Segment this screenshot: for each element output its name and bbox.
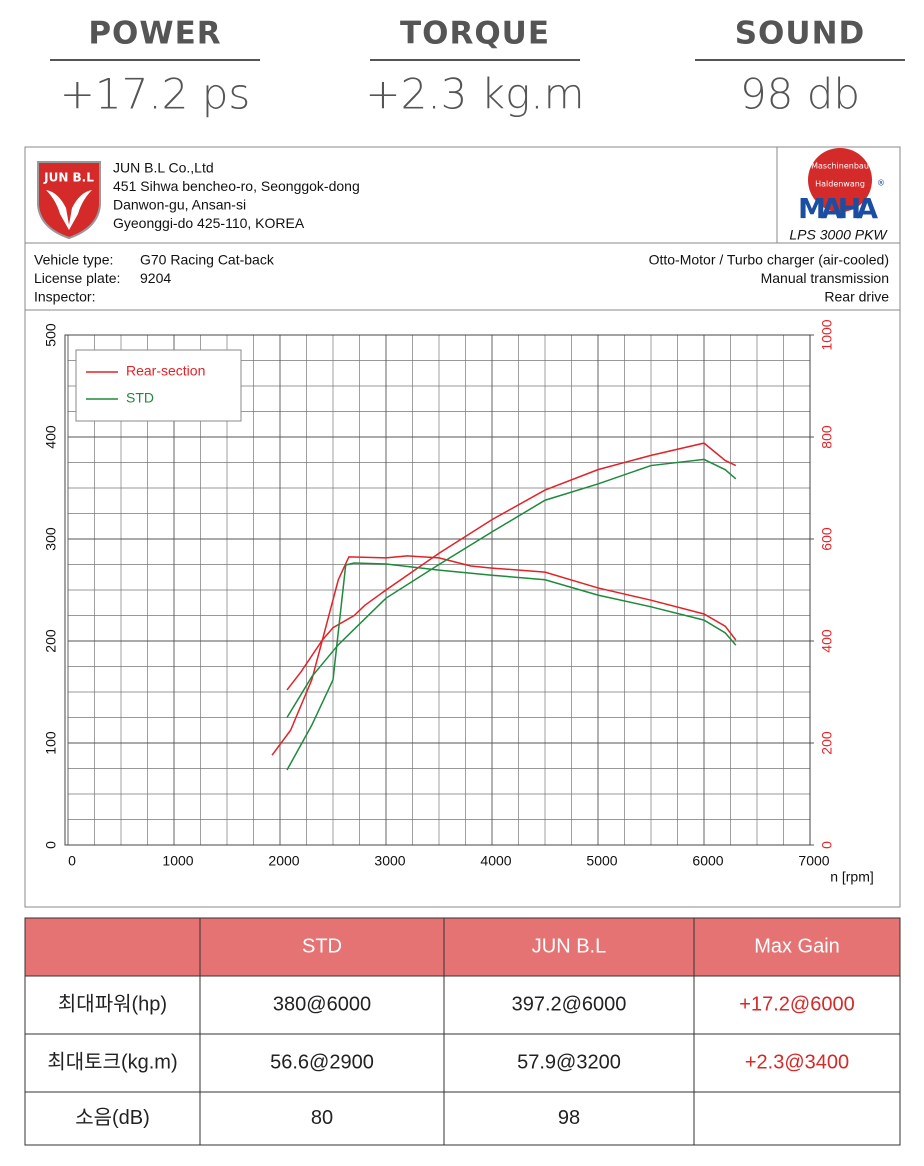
- company-line: 451 Sihwa bencheo-ro, Seonggok-dong: [113, 178, 360, 194]
- table-cell: +17.2@6000: [739, 993, 854, 1015]
- legend-box: [75, 349, 242, 422]
- curve: [286, 442, 737, 691]
- stat-label: SOUND: [735, 16, 866, 52]
- company-line: Danwon-gu, Ansan-si: [113, 197, 246, 213]
- vehicle-label: Vehicle type:: [34, 252, 113, 268]
- maha-circle: [808, 148, 872, 212]
- table-cell: 380@6000: [273, 993, 371, 1015]
- table-cell: 80: [311, 1107, 333, 1129]
- company-line: JUN B.L Co.,Ltd: [113, 160, 214, 176]
- y2-tick-label: 1000: [819, 319, 835, 350]
- y2-tick-label: 400: [819, 629, 835, 653]
- x-tick-label: 5000: [586, 853, 617, 869]
- y2-tick-label: 0: [819, 841, 835, 849]
- y-tick-label: 0: [43, 841, 59, 849]
- vehicle-value: 9204: [140, 270, 171, 286]
- y2-tick-label: 600: [819, 527, 835, 551]
- stat-label: POWER: [88, 16, 221, 52]
- table-cell: 397.2@6000: [512, 993, 627, 1015]
- stat-value: 98 db: [740, 70, 860, 119]
- x-tick-label: 0: [68, 853, 76, 869]
- table-cell: 최대토크(kg.m): [47, 1050, 177, 1073]
- x-axis-label: n [rpm]: [830, 869, 874, 885]
- y-tick-label: 300: [43, 527, 59, 551]
- table-header: Max Gain: [754, 935, 840, 957]
- legend-label: Rear-section: [126, 363, 205, 379]
- maha-name: MAHA: [798, 192, 878, 225]
- y-tick-label: 200: [43, 629, 59, 653]
- stat-value: +17.2 ps: [60, 70, 251, 119]
- curve: [286, 562, 737, 771]
- maha-model: LPS 3000 PKW: [789, 227, 888, 243]
- y-tick-label: 500: [43, 323, 59, 347]
- vehicle-spec: Otto-Motor / Turbo charger (air-cooled): [649, 252, 889, 268]
- x-tick-label: 1000: [162, 853, 193, 869]
- vehicle-value: G70 Racing Cat-back: [140, 252, 275, 268]
- table-frame: [24, 917, 901, 1146]
- x-tick-label: 2000: [268, 853, 299, 869]
- logo-text: JUN B.L: [43, 171, 94, 185]
- vehicle-spec: Rear drive: [824, 289, 889, 305]
- table-cell: +2.3@3400: [745, 1051, 849, 1073]
- plot-frame: [64, 334, 811, 846]
- stat-label: TORQUE: [400, 16, 550, 52]
- vehicle-label: Inspector:: [34, 289, 95, 305]
- y2-tick-label: 800: [819, 425, 835, 449]
- curve: [271, 555, 737, 756]
- table-header-bg: [25, 918, 900, 976]
- logo-shield: [37, 161, 101, 240]
- maha-mark: ®: [877, 179, 885, 188]
- x-tick-label: 6000: [692, 853, 723, 869]
- table-cell: 최대파워(hp): [58, 992, 167, 1015]
- legend-label: STD: [126, 390, 154, 406]
- maha-arc-top: Maschinenbau: [811, 162, 869, 171]
- table-cell: 56.6@2900: [270, 1051, 374, 1073]
- vehicle-label: License plate:: [34, 270, 120, 286]
- y-tick-label: 100: [43, 731, 59, 755]
- y2-tick-label: 200: [819, 731, 835, 755]
- y-tick-label: 400: [43, 425, 59, 449]
- report-frame: [24, 146, 901, 908]
- table-cell: 98: [558, 1107, 580, 1129]
- table-cell: 57.9@3200: [517, 1051, 621, 1073]
- stat-value: +2.3 kg.m: [365, 70, 584, 119]
- maha-arc-bottom: Haldenwang: [815, 180, 865, 189]
- vehicle-spec: Manual transmission: [761, 270, 889, 286]
- table-cell: 소음(dB): [75, 1107, 150, 1129]
- x-tick-label: 3000: [374, 853, 405, 869]
- x-tick-label: 7000: [798, 853, 829, 869]
- table-header: STD: [302, 935, 342, 957]
- curve: [286, 458, 737, 718]
- x-tick-label: 4000: [480, 853, 511, 869]
- company-line: Gyeonggi-do 425-110, KOREA: [113, 215, 305, 231]
- table-header: JUN B.L: [532, 935, 606, 957]
- logo-wings: [46, 190, 92, 230]
